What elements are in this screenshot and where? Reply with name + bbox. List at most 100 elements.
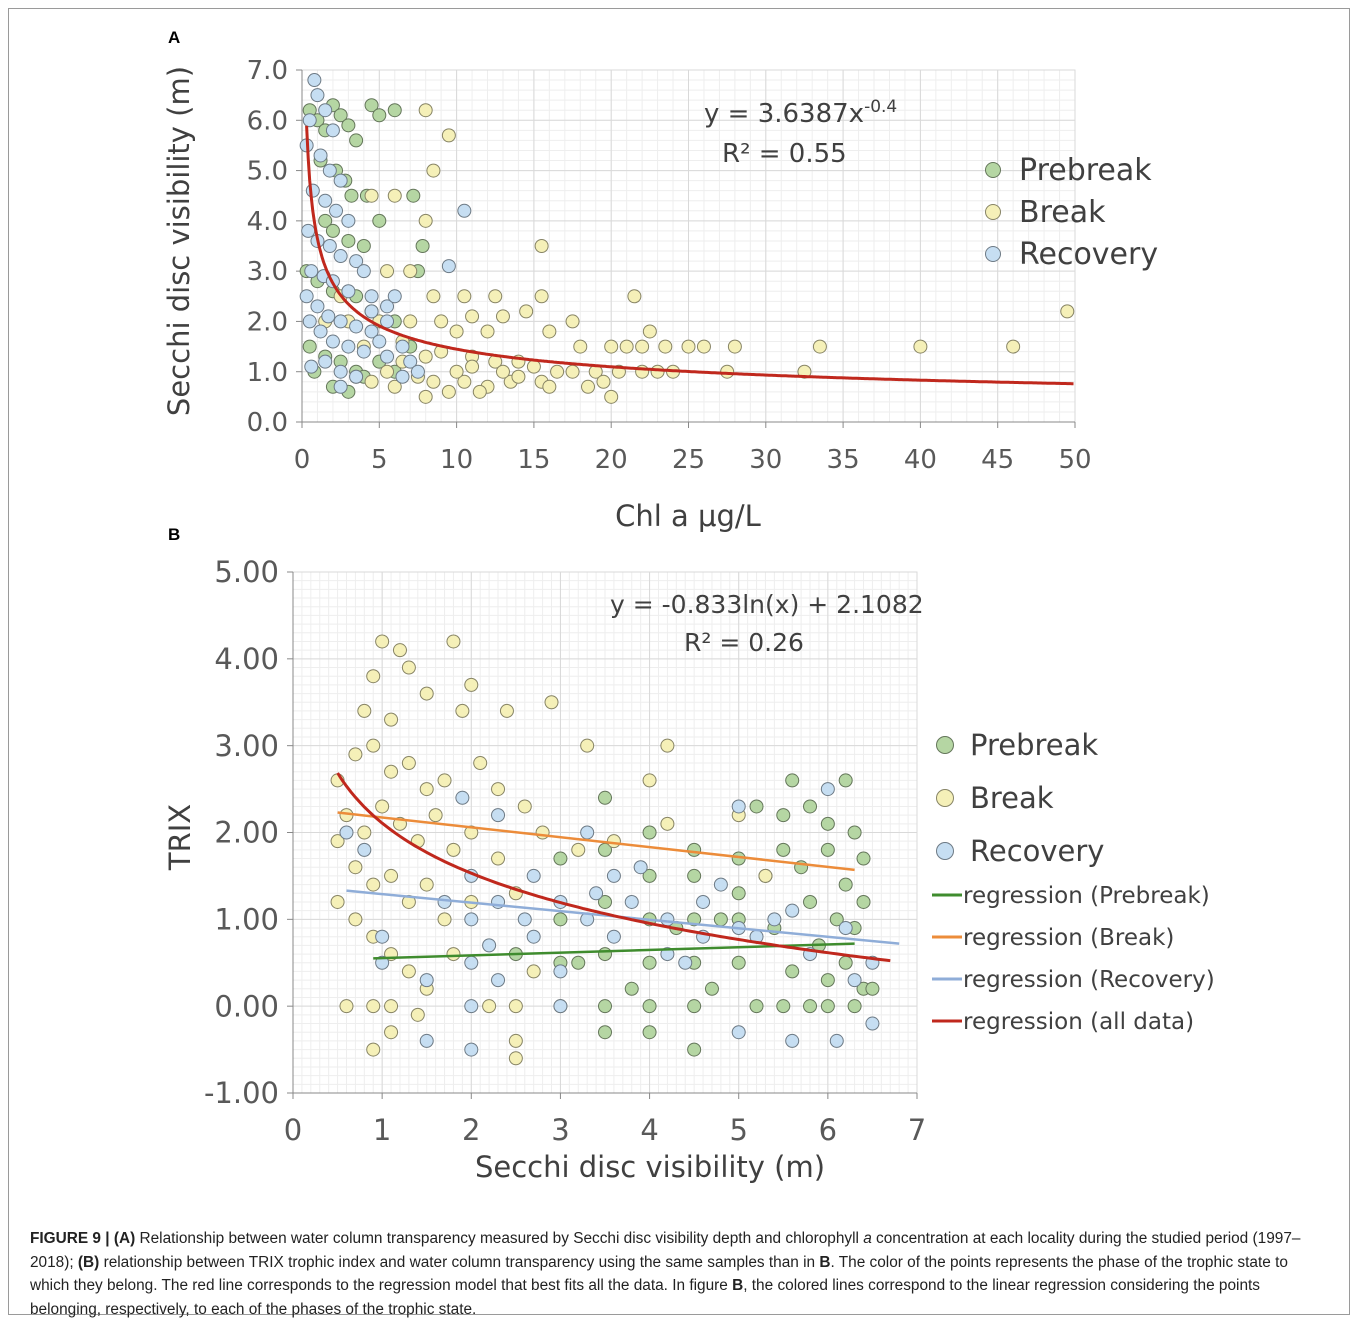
point-break bbox=[519, 304, 534, 319]
point-break bbox=[517, 799, 532, 814]
caption-b-label: (B) bbox=[77, 1253, 100, 1271]
point-break bbox=[508, 1033, 523, 1048]
point-recovery bbox=[375, 955, 390, 970]
point-break bbox=[403, 314, 418, 329]
point-break bbox=[426, 374, 441, 389]
point-break bbox=[330, 834, 345, 849]
point-recovery bbox=[526, 929, 541, 944]
point-break bbox=[658, 339, 673, 354]
point-break bbox=[1060, 304, 1075, 319]
point-break bbox=[446, 842, 461, 857]
trendline-regression-all-data bbox=[336, 772, 891, 963]
y-tick-label: 6.0 bbox=[247, 106, 288, 136]
point-recovery bbox=[464, 1042, 479, 1057]
point-recovery bbox=[678, 955, 693, 970]
y-tick-label: 0.0 bbox=[247, 408, 288, 438]
x-tick-label: 10 bbox=[440, 445, 473, 475]
point-break bbox=[508, 1051, 523, 1066]
point-break bbox=[401, 756, 416, 771]
point-recovery bbox=[313, 148, 328, 163]
y-tick-label: 2.00 bbox=[214, 816, 279, 850]
point-recovery bbox=[307, 73, 322, 88]
point-recovery bbox=[329, 203, 344, 218]
point-recovery bbox=[310, 88, 325, 103]
point-break bbox=[339, 999, 354, 1014]
point-break bbox=[375, 634, 390, 649]
point-break bbox=[418, 349, 433, 364]
point-recovery bbox=[318, 193, 333, 208]
point-break bbox=[535, 825, 550, 840]
point-prebreak bbox=[302, 339, 317, 354]
point-recovery bbox=[820, 782, 835, 797]
point-recovery bbox=[372, 334, 387, 349]
point-recovery bbox=[349, 369, 364, 384]
point-break bbox=[441, 128, 456, 143]
point-break bbox=[403, 264, 418, 279]
point-break bbox=[542, 379, 557, 394]
point-break bbox=[366, 669, 381, 684]
equation-label: y = 3.6387x-0.4 bbox=[704, 97, 897, 129]
x-tick-label: 3 bbox=[551, 1113, 569, 1147]
point-recovery bbox=[322, 163, 337, 178]
r-squared-label: R² = 0.55 bbox=[722, 139, 847, 169]
y-tick-label: 3.0 bbox=[247, 257, 288, 287]
point-break bbox=[635, 339, 650, 354]
legend-marker-recovery bbox=[985, 246, 1001, 262]
point-recovery bbox=[310, 299, 325, 314]
point-prebreak bbox=[642, 825, 657, 840]
point-recovery bbox=[713, 877, 728, 892]
point-break bbox=[419, 877, 434, 892]
point-recovery bbox=[517, 912, 532, 927]
point-prebreak bbox=[803, 999, 818, 1014]
point-prebreak bbox=[865, 981, 880, 996]
point-recovery bbox=[380, 299, 395, 314]
x-tick-label: 40 bbox=[904, 445, 937, 475]
point-recovery bbox=[313, 324, 328, 339]
point-break bbox=[580, 738, 595, 753]
x-axis-title: Chl a μg/L bbox=[615, 499, 761, 533]
legend-label-break: Break bbox=[970, 781, 1054, 815]
point-prebreak bbox=[776, 808, 791, 823]
point-break bbox=[387, 379, 402, 394]
point-break bbox=[418, 103, 433, 118]
y-tick-label: 0.00 bbox=[214, 989, 279, 1023]
legend-label-break: Break bbox=[1019, 195, 1106, 230]
point-break bbox=[384, 712, 399, 727]
point-break bbox=[366, 877, 381, 892]
point-break bbox=[511, 369, 526, 384]
chart-b: 0 1 2 3 4 5 6 7 -1.00 0.00 1.00 2.00 3.00 4.00 5.00 y =… bbox=[163, 555, 1215, 1184]
point-prebreak bbox=[333, 108, 348, 123]
point-break bbox=[455, 703, 470, 718]
y-tick-label: 4.0 bbox=[247, 207, 288, 237]
point-prebreak bbox=[624, 981, 639, 996]
point-recovery bbox=[325, 123, 340, 138]
point-prebreak bbox=[349, 133, 364, 148]
point-recovery bbox=[341, 284, 356, 299]
point-prebreak bbox=[803, 799, 818, 814]
chart-a: 0 5 10 15 20 25 30 35 40 45 50 0.0 1.0 2.0 3.0 4.0 5.0 6.… bbox=[162, 56, 1158, 533]
y-tick-label: 1.0 bbox=[247, 358, 288, 388]
y-axis-title: Secchi disc visibility (m) bbox=[162, 66, 196, 416]
point-recovery bbox=[785, 1033, 800, 1048]
point-break bbox=[581, 379, 596, 394]
point-prebreak bbox=[713, 912, 728, 927]
point-break bbox=[565, 364, 580, 379]
point-prebreak bbox=[415, 239, 430, 253]
point-recovery bbox=[341, 213, 356, 228]
point-break bbox=[465, 309, 480, 324]
x-tick-label: 5 bbox=[371, 445, 388, 475]
point-break bbox=[449, 324, 464, 339]
point-break bbox=[660, 738, 675, 753]
point-break bbox=[526, 359, 541, 374]
y-tick-label: 5.0 bbox=[247, 157, 288, 187]
y-tick-label: 7.0 bbox=[247, 56, 288, 86]
point-break bbox=[426, 289, 441, 304]
caption-text-1: Relationship between water column transp… bbox=[135, 1230, 864, 1247]
point-break bbox=[499, 703, 514, 718]
y-axis-title: TRIX bbox=[163, 804, 197, 871]
point-prebreak bbox=[598, 790, 612, 805]
point-recovery bbox=[455, 790, 470, 805]
point-recovery bbox=[865, 1016, 880, 1031]
point-recovery bbox=[364, 289, 379, 304]
caption-text-4: . The color of the points represents the… bbox=[30, 1253, 1288, 1295]
